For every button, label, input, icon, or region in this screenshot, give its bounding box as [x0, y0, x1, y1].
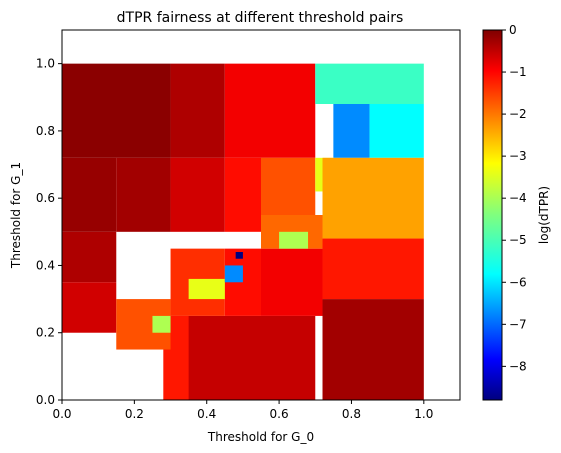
- colorbar: 0 −1 −2 −3 −4 −5 −6 −7 −8 log(dTPR): [482, 23, 551, 401]
- colorbar-tick-label: −6: [509, 275, 527, 289]
- y-tick-label: 0.2: [36, 326, 55, 340]
- colorbar-label: log(dTPR): [537, 186, 551, 244]
- colorbar-ticks: 0 −1 −2 −3 −4 −5 −6 −7 −8: [502, 23, 527, 373]
- x-tick-label: 0.2: [125, 407, 144, 421]
- x-axis-ticks: 0.0 0.2 0.4 0.6 0.8 1.0: [52, 400, 433, 421]
- x-tick-label: 0.6: [270, 407, 289, 421]
- colorbar-tick-label: −4: [509, 191, 527, 205]
- heatmap-cell: [62, 282, 117, 333]
- heatmap-cell: [224, 63, 316, 158]
- y-tick-label: 0.0: [36, 393, 55, 407]
- plot-frame: [61, 29, 461, 401]
- heatmap-cell: [116, 157, 171, 232]
- heatmap-cell: [279, 231, 309, 249]
- chart-title: dTPR fairness at different threshold pai…: [117, 10, 404, 26]
- heatmap-cell: [62, 231, 117, 283]
- plot-area: [61, 29, 461, 401]
- x-tick-label: 1.0: [414, 407, 433, 421]
- heatmap-cell: [261, 157, 316, 215]
- heatmap-cell: [224, 265, 243, 283]
- heatmap-cell: [152, 315, 171, 333]
- heatmap-cell: [333, 104, 370, 158]
- x-tick-label: 0.4: [197, 407, 216, 421]
- heatmap-cell: [170, 157, 225, 232]
- y-axis-label: Threshold for G_1: [9, 162, 23, 269]
- y-tick-label: 0.4: [36, 258, 55, 272]
- y-tick-label: 1.0: [36, 57, 55, 71]
- heatmap-cell: [62, 157, 117, 232]
- heatmap-cell: [322, 157, 424, 239]
- heatmap-cell: [188, 278, 225, 300]
- colorbar-tick-label: −7: [509, 317, 527, 331]
- x-tick-label: 0.8: [342, 407, 361, 421]
- heatmap-cell: [322, 238, 424, 300]
- heatmap-cell: [170, 315, 316, 400]
- colorbar-tick-label: −5: [509, 233, 527, 247]
- heatmap-cell: [62, 63, 171, 158]
- heatmap-cell: [224, 157, 261, 232]
- y-tick-label: 0.6: [36, 191, 55, 205]
- heatmap-cells: [62, 63, 424, 400]
- colorbar-tick-label: −2: [509, 107, 527, 121]
- heatmap-cell: [322, 299, 424, 400]
- heatmap-cell: [315, 63, 424, 104]
- colorbar-gradient: [482, 29, 503, 401]
- heatmap-cell: [369, 104, 424, 158]
- x-axis-label: Threshold for G_0: [207, 430, 314, 444]
- heatmap-cell: [261, 248, 323, 316]
- heatmap-cell: [235, 252, 243, 259]
- colorbar-tick-label: 0: [509, 23, 517, 37]
- colorbar-tick-label: −8: [509, 359, 527, 373]
- colorbar-tick-label: −1: [509, 65, 527, 79]
- colorbar-tick-label: −3: [509, 149, 527, 163]
- y-axis-ticks: 0.0 0.2 0.4 0.6 0.8 1.0: [36, 57, 62, 407]
- x-tick-label: 0.0: [52, 407, 71, 421]
- y-tick-label: 0.8: [36, 124, 55, 138]
- heatmap-cell: [170, 63, 225, 158]
